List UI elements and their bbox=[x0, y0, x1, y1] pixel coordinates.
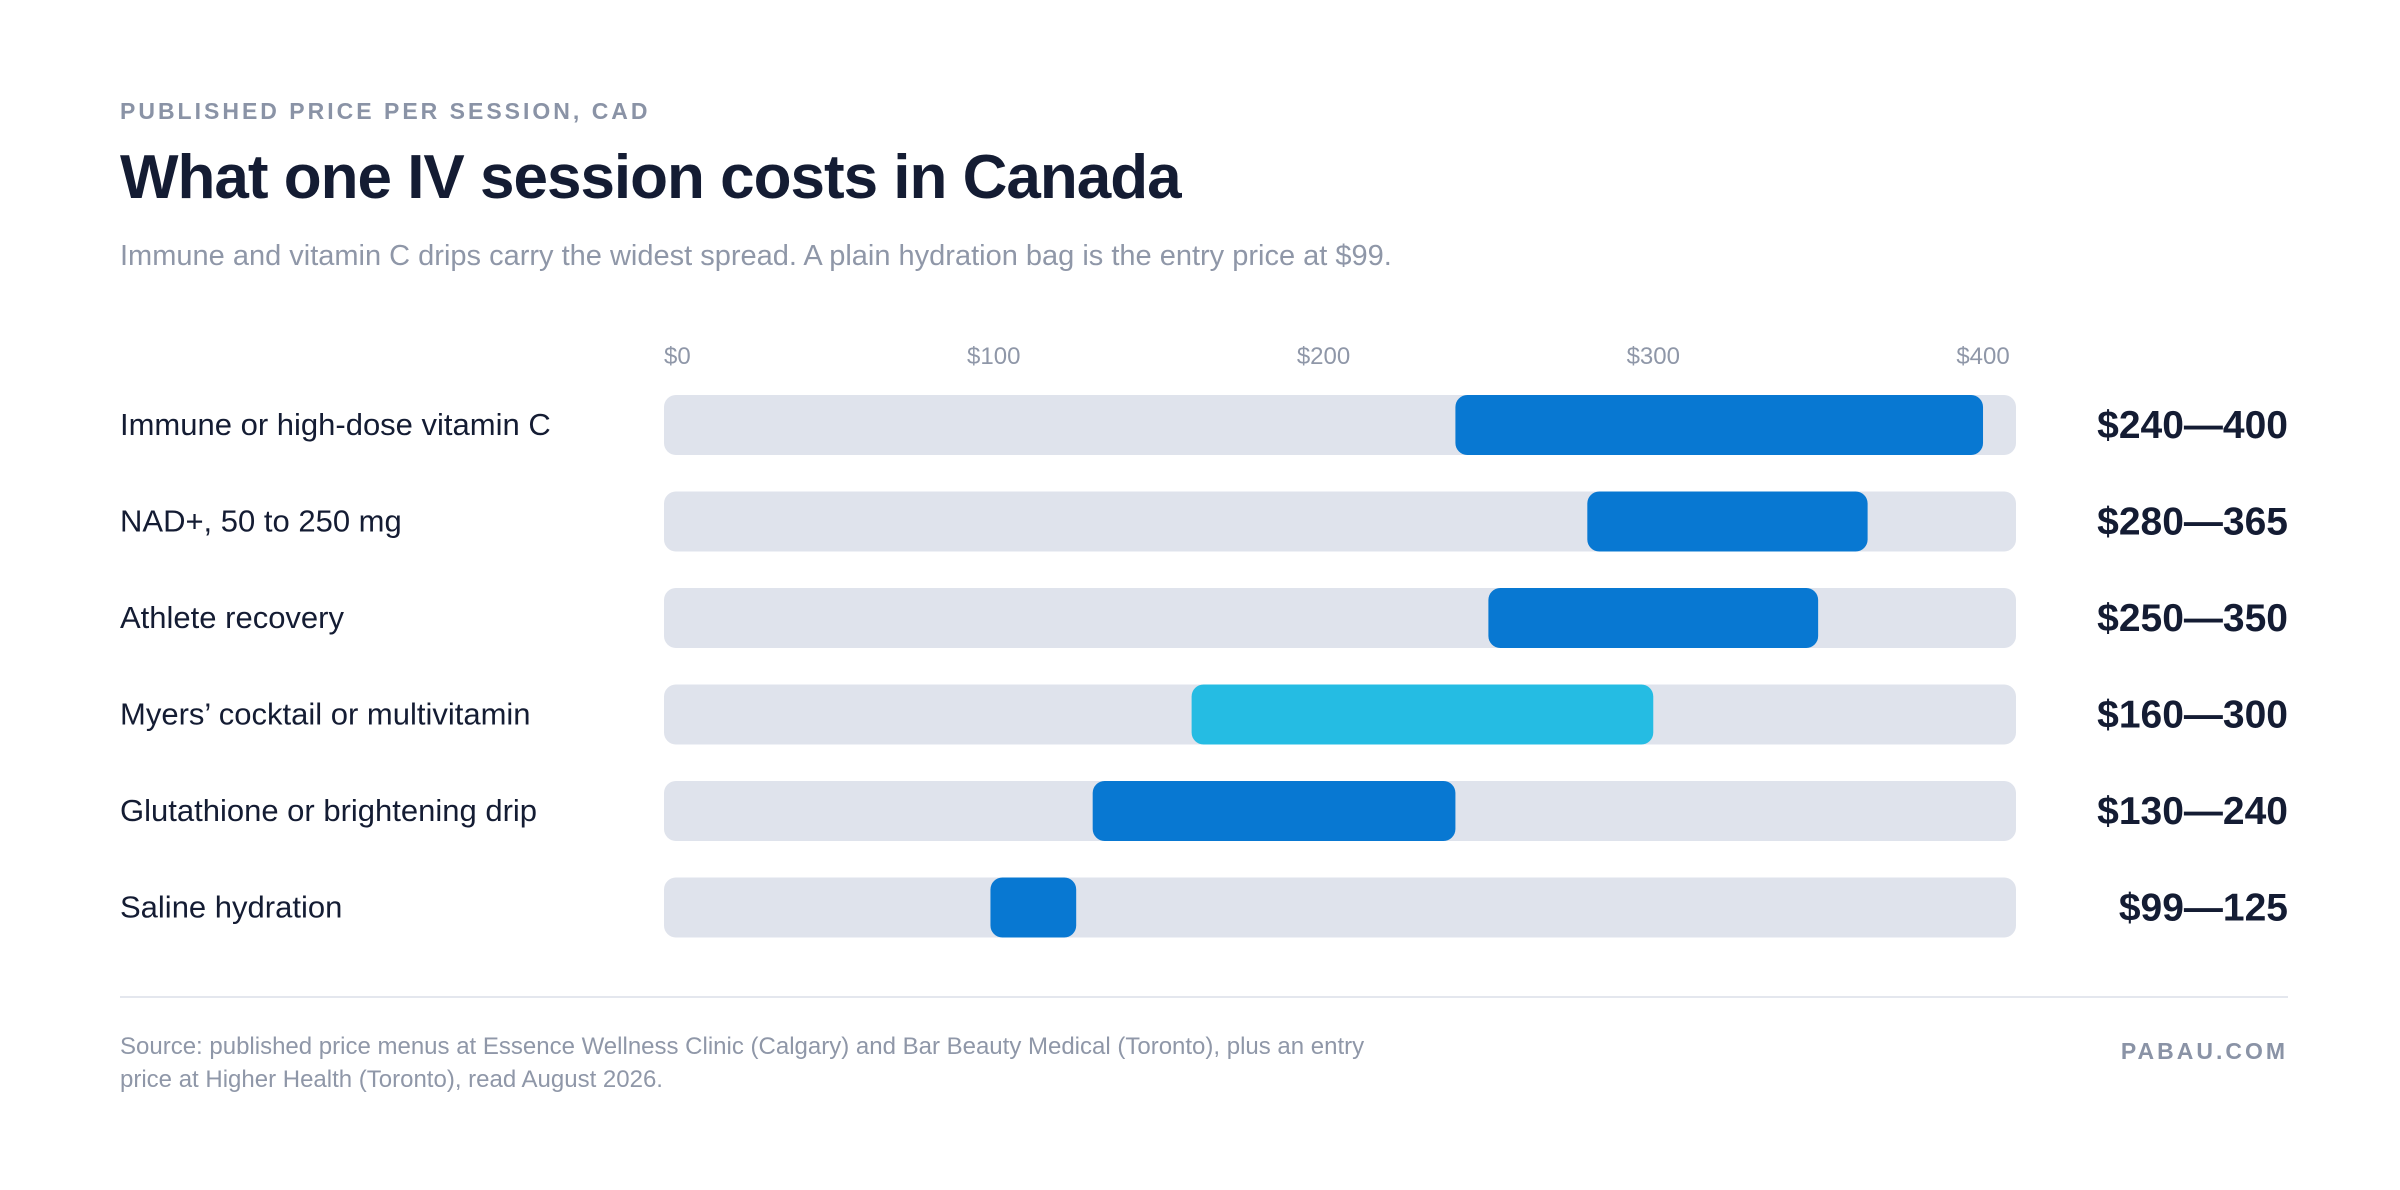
range-value-label: $160—300 bbox=[2097, 694, 2288, 737]
footer-divider bbox=[120, 996, 2288, 998]
category-label: NAD+, 50 to 250 mg bbox=[120, 504, 402, 539]
page-title: What one IV session costs in Canada bbox=[120, 143, 1182, 212]
range-value-label: $99—125 bbox=[2119, 887, 2288, 930]
eyebrow-label: PUBLISHED PRICE PER SESSION, CAD bbox=[120, 98, 651, 124]
x-tick-label: $100 bbox=[967, 343, 1020, 370]
range-bar bbox=[1092, 781, 1456, 841]
range-bar bbox=[1191, 684, 1654, 745]
x-tick-label: $400 bbox=[1956, 343, 2009, 370]
x-tick-label: $300 bbox=[1627, 343, 1680, 370]
range-bar bbox=[1488, 588, 1819, 648]
category-label: Glutathione or brightening drip bbox=[120, 793, 537, 828]
range-bar bbox=[1455, 395, 1984, 455]
range-value-label: $250—350 bbox=[2097, 597, 2288, 640]
category-label: Immune or high-dose vitamin C bbox=[120, 407, 551, 442]
category-label: Athlete recovery bbox=[120, 600, 344, 635]
range-bar bbox=[990, 877, 1077, 938]
range-value-label: $240—400 bbox=[2097, 404, 2288, 447]
brand-label: PABAU.COM bbox=[2120, 1038, 2288, 1064]
category-label: Myers’ cocktail or multivitamin bbox=[120, 697, 531, 732]
source-note: Source: published price menus at Essence… bbox=[120, 1033, 1365, 1093]
x-tick-label: $0 bbox=[664, 343, 691, 370]
chart-subtitle: Immune and vitamin C drips carry the wid… bbox=[120, 240, 1392, 272]
range-value-label: $280—365 bbox=[2097, 501, 2288, 544]
category-label: Saline hydration bbox=[120, 890, 342, 925]
range-value-label: $130—240 bbox=[2097, 790, 2288, 833]
x-tick-label: $200 bbox=[1297, 343, 1350, 370]
price-range-chart: $0 $100 $200 $300 $400 Immune or high-dose vi… bbox=[120, 343, 2288, 938]
range-track bbox=[664, 877, 2016, 938]
range-bar bbox=[1587, 491, 1868, 552]
